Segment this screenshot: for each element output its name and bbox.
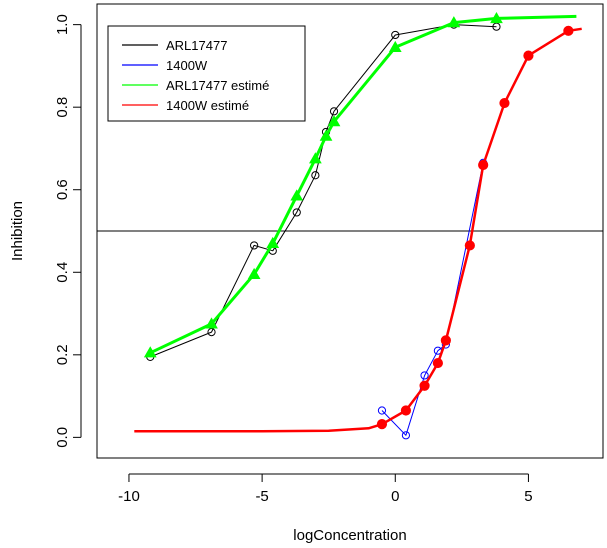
data-point (464, 240, 475, 251)
legend-label: ARL17477 (166, 38, 227, 53)
x-tick-label: 0 (391, 488, 399, 505)
data-point (319, 129, 333, 141)
series-4 (134, 25, 582, 433)
data-point (250, 241, 259, 250)
data-point (419, 380, 430, 391)
data-point (400, 405, 412, 416)
data-point (523, 50, 534, 61)
data-point (440, 335, 451, 346)
legend-label: 1400W estimé (166, 98, 249, 113)
legend: ARL17477 1400W ARL17477 estimé 1400W estimé (107, 25, 306, 122)
data-point (376, 419, 388, 430)
data-point (478, 159, 489, 171)
axes-layer: -10 -5 0 5 0.0 0.2 0.4 0.6 0.8 1.0 (54, 14, 533, 505)
data-point (499, 97, 510, 109)
data-point (377, 406, 387, 415)
series-line (381, 162, 484, 436)
series-layer (134, 11, 582, 440)
data-point (388, 40, 402, 52)
data-point (391, 30, 400, 40)
data-point (447, 16, 461, 28)
series-2 (377, 158, 488, 440)
data-point (420, 371, 429, 380)
legend-label: 1400W (166, 58, 208, 73)
data-point (290, 189, 304, 201)
data-point (247, 267, 261, 279)
y-tick-label: 1.0 (54, 14, 71, 35)
legend-label: ARL17477 estimé (166, 78, 269, 93)
x-tick-label: 5 (524, 488, 532, 505)
data-point (266, 236, 280, 249)
data-point (207, 328, 216, 337)
data-point (309, 152, 322, 164)
data-point (143, 346, 157, 358)
data-point (327, 115, 341, 127)
data-point (205, 317, 218, 329)
y-tick-label: 0.4 (54, 262, 71, 283)
y-tick-label: 0.0 (54, 427, 71, 448)
data-point (563, 25, 574, 36)
y-axis-title: Inhibition (9, 201, 26, 261)
data-point (490, 11, 503, 24)
data-point (329, 107, 339, 116)
data-point (401, 431, 411, 440)
y-tick-label: 0.6 (54, 179, 71, 200)
x-tick-label: -5 (255, 488, 268, 505)
y-tick-label: 0.2 (54, 344, 71, 365)
x-tick-label: -10 (118, 488, 140, 505)
data-point (311, 171, 320, 180)
data-point (292, 208, 301, 217)
data-point (492, 22, 501, 31)
x-axis-title: logConcentration (293, 527, 406, 544)
data-point (432, 357, 443, 369)
series-3 (143, 11, 577, 358)
series-line (149, 14, 577, 355)
series-line (150, 24, 497, 358)
y-tick-label: 0.8 (54, 97, 71, 118)
